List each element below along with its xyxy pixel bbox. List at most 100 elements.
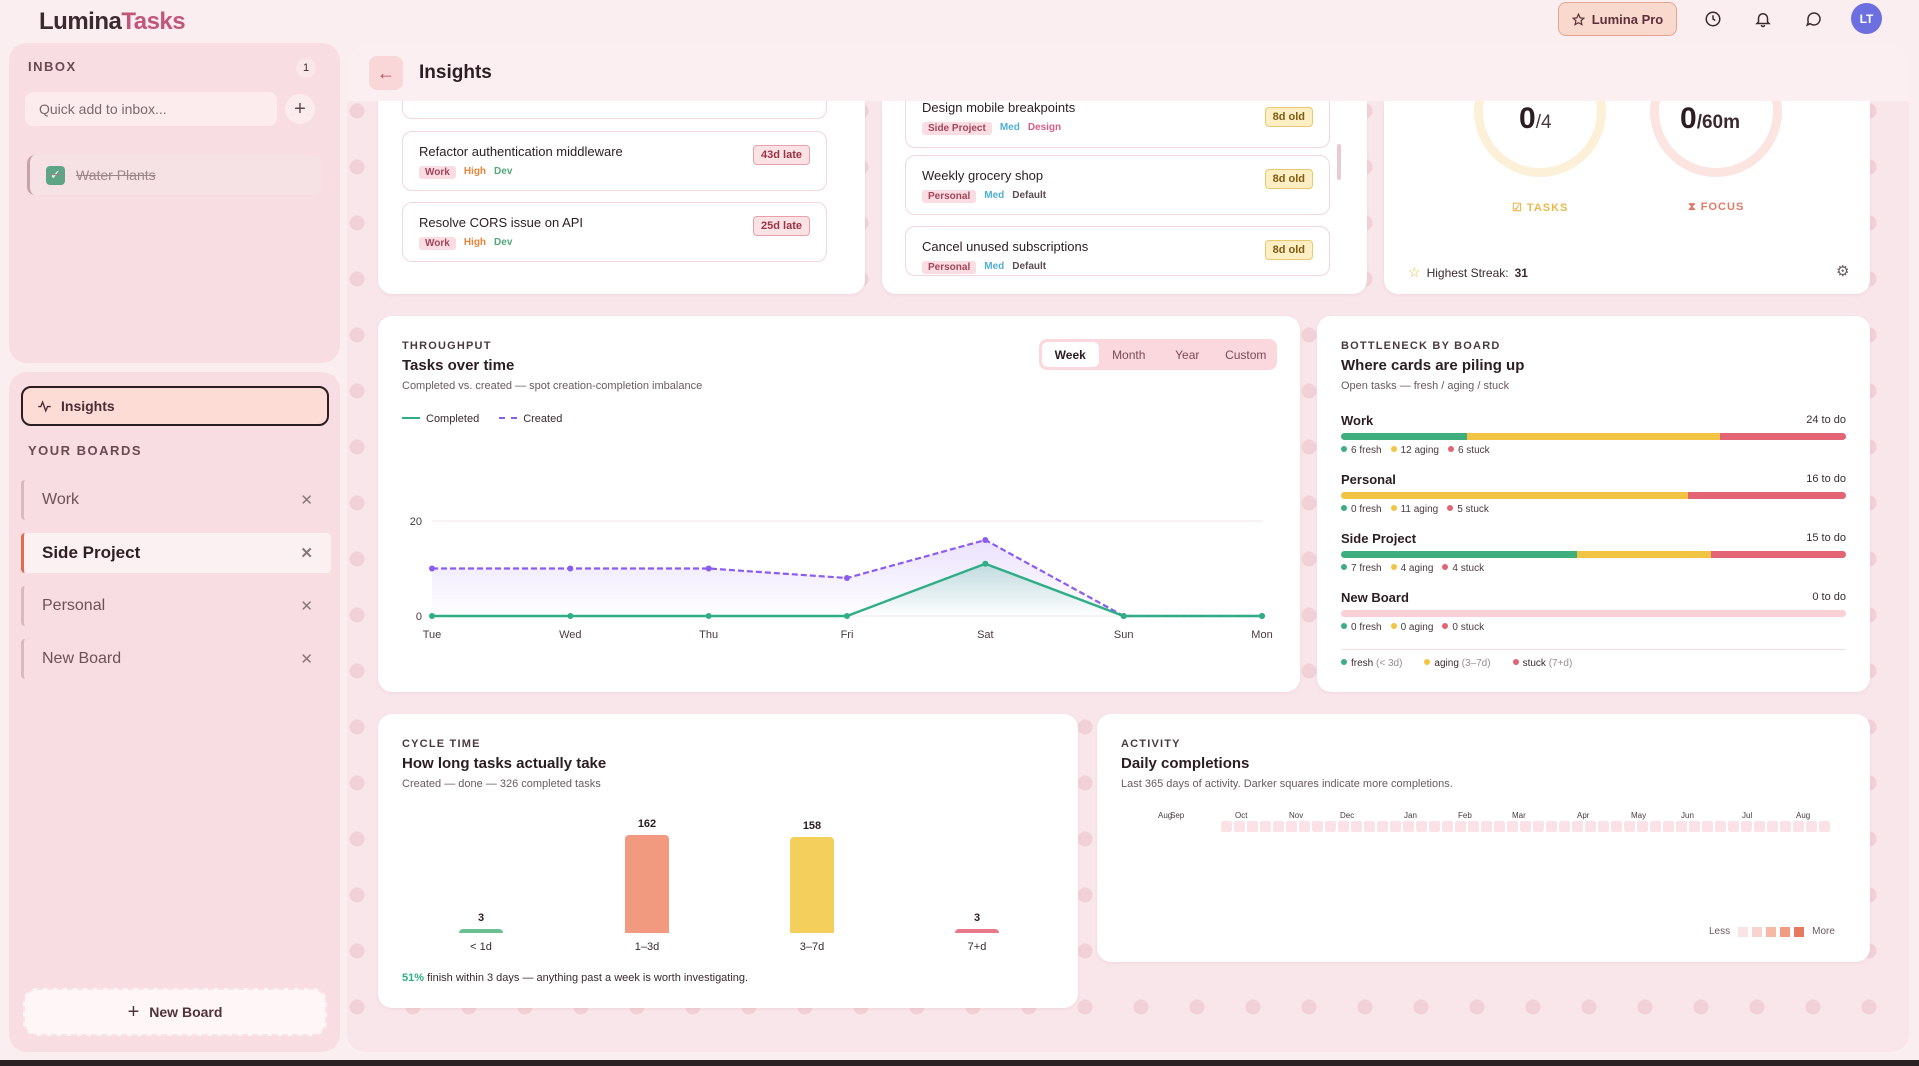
- heatmap-cell[interactable]: [1572, 821, 1583, 832]
- task-row[interactable]: Cancel unused subscriptions Personal Med D…: [905, 226, 1330, 276]
- heatmap-cell[interactable]: [1585, 821, 1596, 832]
- task-row[interactable]: Refactor authentication middleware Work H…: [402, 131, 827, 191]
- history-icon[interactable]: [1701, 7, 1725, 31]
- bottleneck-bar: [1341, 433, 1846, 440]
- heatmap-cell[interactable]: [1715, 821, 1726, 832]
- heatmap-cell[interactable]: [1286, 821, 1297, 832]
- heatmap-cell[interactable]: [1624, 821, 1635, 832]
- stuck-count: 5 stuck: [1447, 504, 1489, 515]
- board-item-personal[interactable]: Personal ✕: [21, 586, 331, 626]
- heatmap-cell[interactable]: [1767, 821, 1778, 832]
- heatmap-cell[interactable]: [1325, 821, 1336, 832]
- card-title: How long tasks actually take: [402, 755, 607, 772]
- heatmap-cell[interactable]: [1338, 821, 1349, 832]
- heatmap-cell[interactable]: [1754, 821, 1765, 832]
- cycle-bar-label: < 1d: [470, 941, 492, 953]
- close-icon[interactable]: ✕: [300, 492, 313, 509]
- board-item-side-project[interactable]: Side Project ✕: [21, 533, 331, 573]
- heatmap-cell[interactable]: [1520, 821, 1531, 832]
- tasks-goal-value: 0/4: [1519, 102, 1552, 136]
- tag-priority: Med: [984, 261, 1005, 272]
- quick-add-button[interactable]: +: [285, 94, 315, 124]
- task-row[interactable]: [402, 101, 827, 119]
- old-badge: 8d old: [1264, 169, 1313, 189]
- bottleneck-breakdown: 7 fresh 4 aging 4 stuck: [1341, 563, 1484, 574]
- task-row[interactable]: Weekly grocery shop Personal Med Default 8…: [905, 155, 1330, 215]
- tag-board: Work: [419, 166, 456, 179]
- scrollbar[interactable]: [1337, 144, 1341, 180]
- heatmap-cell[interactable]: [1273, 821, 1284, 832]
- range-custom[interactable]: Custom: [1225, 347, 1267, 362]
- avatar[interactable]: LT: [1851, 3, 1882, 34]
- settings-icon[interactable]: ⚙: [1836, 263, 1850, 280]
- heatmap-cell[interactable]: [1676, 821, 1687, 832]
- check-icon[interactable]: ✓: [46, 165, 65, 185]
- heatmap-cell[interactable]: [1247, 821, 1258, 832]
- bell-icon[interactable]: [1751, 7, 1775, 31]
- card-eyebrow: THROUGHPUT: [402, 340, 492, 352]
- x-tick-label: Wed: [559, 629, 581, 641]
- range-week[interactable]: Week: [1042, 342, 1099, 367]
- card-eyebrow: CYCLE TIME: [402, 738, 481, 750]
- heatmap-cell[interactable]: [1663, 821, 1674, 832]
- heatmap-cell[interactable]: [1494, 821, 1505, 832]
- heatmap-cell[interactable]: [1416, 821, 1427, 832]
- chat-icon[interactable]: [1802, 7, 1826, 31]
- legend-stuck: stuck (7+d): [1512, 658, 1572, 669]
- nav-insights[interactable]: Insights: [21, 386, 329, 426]
- close-icon[interactable]: ✕: [300, 598, 313, 615]
- heatmap-cell[interactable]: [1780, 821, 1791, 832]
- board-item-work[interactable]: Work ✕: [21, 480, 331, 520]
- back-button[interactable]: ←: [369, 56, 403, 90]
- heatmap-cell[interactable]: [1429, 821, 1440, 832]
- heatmap-cell[interactable]: [1299, 821, 1310, 832]
- heatmap-cell[interactable]: [1221, 821, 1232, 832]
- heatmap-cell[interactable]: [1741, 821, 1752, 832]
- heatmap-cell[interactable]: [1637, 821, 1648, 832]
- heatmap-cell[interactable]: [1533, 821, 1544, 832]
- heatmap-cell[interactable]: [1507, 821, 1518, 832]
- range-month[interactable]: Month: [1112, 347, 1146, 362]
- heatmap-cell[interactable]: [1364, 821, 1375, 832]
- bar-fresh: [1341, 433, 1468, 440]
- heatmap-cell[interactable]: [1390, 821, 1401, 832]
- close-icon[interactable]: ✕: [300, 545, 313, 562]
- range-year[interactable]: Year: [1175, 347, 1200, 362]
- heatmap-cell[interactable]: [1442, 821, 1453, 832]
- heatmap-cell[interactable]: [1728, 821, 1739, 832]
- heatmap-cell[interactable]: [1403, 821, 1414, 832]
- task-row[interactable]: Resolve CORS issue on API Work High Dev 25…: [402, 202, 827, 262]
- legend-range: (< 3d): [1376, 658, 1403, 669]
- heatmap-cell[interactable]: [1546, 821, 1557, 832]
- heatmap-cell[interactable]: [1312, 821, 1323, 832]
- inbox-item[interactable]: ✓ Water Plants: [27, 155, 322, 195]
- heatmap-cell[interactable]: [1611, 821, 1622, 832]
- heatmap-cell[interactable]: [1468, 821, 1479, 832]
- cycle-bar-value: 162: [637, 818, 657, 830]
- heatmap-cell[interactable]: [1819, 821, 1830, 832]
- heatmap-cell[interactable]: [1234, 821, 1245, 832]
- quick-add-input[interactable]: Quick add to inbox...: [25, 92, 277, 126]
- month-label: Mar: [1512, 811, 1526, 820]
- month-label: Aug: [1796, 811, 1811, 820]
- close-icon[interactable]: ✕: [300, 651, 313, 668]
- heatmap-cell[interactable]: [1793, 821, 1804, 832]
- heatmap-cell[interactable]: [1598, 821, 1609, 832]
- lumina-pro-button[interactable]: Lumina Pro: [1558, 2, 1677, 36]
- board-label: Personal: [42, 597, 106, 614]
- heatmap-cell[interactable]: [1650, 821, 1661, 832]
- heatmap-cell[interactable]: [1481, 821, 1492, 832]
- legend-label: stuck: [1522, 658, 1546, 669]
- heatmap-cell[interactable]: [1559, 821, 1570, 832]
- heatmap-cell[interactable]: [1377, 821, 1388, 832]
- heatmap-cell[interactable]: [1689, 821, 1700, 832]
- board-label: New Board: [42, 650, 122, 667]
- heatmap-cell[interactable]: [1260, 821, 1271, 832]
- board-item-new-board[interactable]: New Board ✕: [21, 639, 331, 679]
- heatmap-cell[interactable]: [1351, 821, 1362, 832]
- heatmap-cell[interactable]: [1455, 821, 1466, 832]
- heatmap-cell[interactable]: [1702, 821, 1713, 832]
- heatmap-cell[interactable]: [1806, 821, 1817, 832]
- new-board-button[interactable]: + New Board: [23, 988, 327, 1036]
- app-logo[interactable]: LuminaTasks: [39, 8, 186, 36]
